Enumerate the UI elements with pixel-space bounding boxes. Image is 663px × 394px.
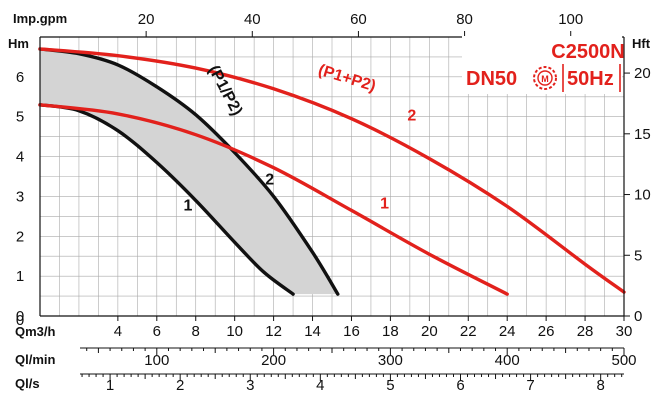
hm-tick-label: 0 bbox=[16, 308, 24, 325]
hft-tick-label: 20 bbox=[634, 65, 651, 82]
qm3h-tick-label: 6 bbox=[153, 323, 161, 340]
black-curve-1 bbox=[38, 103, 295, 296]
red-curve-1 bbox=[38, 103, 509, 296]
curve-label: (P1/P2) bbox=[205, 63, 245, 119]
qm3h-tick-label: 10 bbox=[226, 323, 243, 340]
dn-size: DN50 bbox=[466, 68, 517, 90]
unit-hft: Hft bbox=[632, 36, 651, 51]
curve-label: (P1+P2) bbox=[316, 62, 378, 96]
qlmin-tick-label: 300 bbox=[378, 352, 403, 369]
qls-tick-label: 6 bbox=[456, 377, 464, 394]
motor-letter: M bbox=[541, 74, 549, 84]
hm-tick-label: 2 bbox=[16, 228, 24, 245]
qls-tick-label: 2 bbox=[176, 377, 184, 394]
qm3h-tick-label: 20 bbox=[421, 323, 438, 340]
hft-tick-label: 5 bbox=[634, 247, 642, 264]
hm-tick-label: 5 bbox=[16, 109, 24, 126]
qm3h-tick-label: 22 bbox=[460, 323, 477, 340]
motor-icon-ring bbox=[533, 66, 557, 90]
qm3h-tick-label: 4 bbox=[114, 323, 122, 340]
qlmin-tick-label: 500 bbox=[611, 352, 636, 369]
qls-tick-label: 3 bbox=[246, 377, 254, 394]
qls-tick-label: 4 bbox=[316, 377, 324, 394]
qm3h-tick-label: 24 bbox=[499, 323, 516, 340]
gpm-tick-label: 40 bbox=[244, 11, 261, 28]
model-badge: C2500N DN50 M 50Hz bbox=[462, 36, 625, 94]
hm-tick-label: 3 bbox=[16, 188, 24, 205]
curve-label: 2 bbox=[407, 108, 416, 125]
gpm-tick-label: 100 bbox=[558, 11, 583, 28]
qm3h-tick-label: 14 bbox=[304, 323, 321, 340]
qlmin-tick-label: 200 bbox=[261, 352, 286, 369]
qm3h-tick-label: 18 bbox=[382, 323, 399, 340]
curves bbox=[38, 47, 626, 296]
curve-label: 1 bbox=[380, 195, 389, 212]
unit-qm3h: Qm3/h bbox=[15, 324, 56, 339]
qls-tick-label: 8 bbox=[596, 377, 604, 394]
frequency: 50Hz bbox=[567, 68, 614, 90]
gpm-tick-label: 20 bbox=[138, 11, 155, 28]
hm-tick-label: 4 bbox=[16, 149, 24, 166]
gpm-tick-label: 60 bbox=[350, 11, 367, 28]
unit-hm: Hm bbox=[8, 36, 29, 51]
unit-qlmin: Ql/min bbox=[15, 352, 56, 367]
qlmin-tick-label: 400 bbox=[495, 352, 520, 369]
qls-tick-label: 1 bbox=[106, 377, 114, 394]
qm3h-tick-label: 28 bbox=[577, 323, 594, 340]
red-curve-2 bbox=[38, 47, 626, 294]
gpm-tick-label: 80 bbox=[456, 11, 473, 28]
qm3h-tick-label: 12 bbox=[265, 323, 282, 340]
qls-tick-label: 7 bbox=[526, 377, 534, 394]
qm3h-tick-label: 16 bbox=[343, 323, 360, 340]
qls-tick-label: 5 bbox=[386, 377, 394, 394]
curve-label: 1 bbox=[183, 197, 192, 214]
curve-label: 2 bbox=[265, 171, 274, 188]
qm3h-tick-label: 30 bbox=[616, 323, 633, 340]
hm-tick-label: 1 bbox=[16, 268, 24, 285]
unit-imp-gpm: Imp.gpm bbox=[13, 11, 67, 26]
qlmin-tick-label: 100 bbox=[144, 352, 169, 369]
hft-tick-label: 15 bbox=[634, 126, 651, 143]
model-name: C2500N bbox=[551, 41, 624, 63]
hm-tick-label: 6 bbox=[16, 69, 24, 86]
qm3h-tick-label: 0 bbox=[16, 312, 24, 329]
qm3h-tick-label: 8 bbox=[192, 323, 200, 340]
black-curve-2 bbox=[38, 47, 340, 296]
motor-icon: M bbox=[533, 66, 557, 90]
unit-qls: Ql/s bbox=[15, 376, 40, 391]
shaded-operating-area bbox=[40, 49, 338, 295]
hft-tick-label: 10 bbox=[634, 187, 651, 204]
operating-area bbox=[40, 49, 338, 295]
motor-icon-core bbox=[537, 70, 553, 86]
qm3h-tick-label: 26 bbox=[538, 323, 555, 340]
hft-tick-label: 0 bbox=[634, 308, 642, 325]
